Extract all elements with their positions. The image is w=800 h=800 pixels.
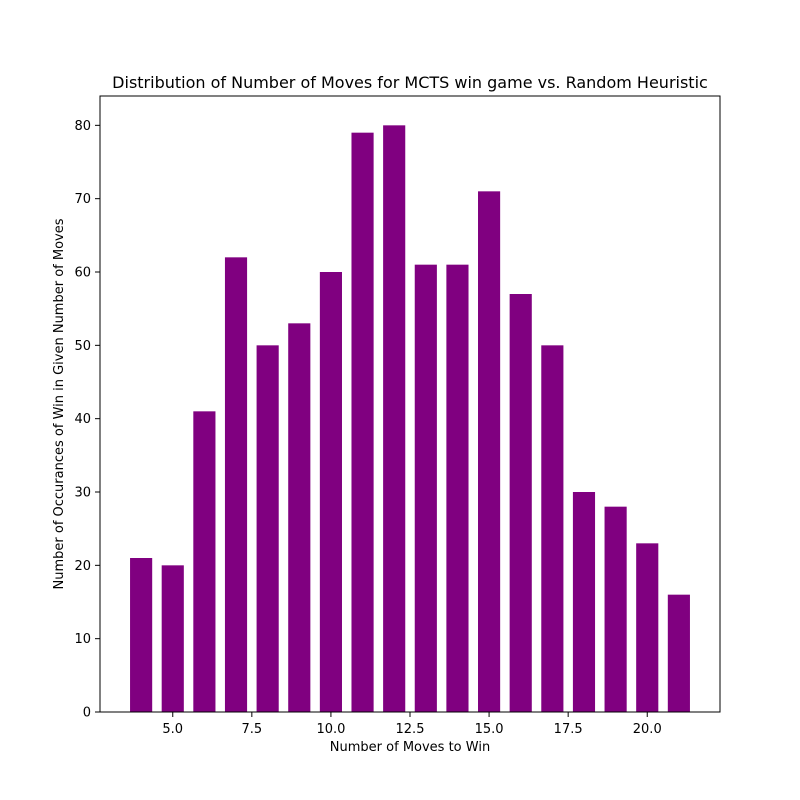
bar-9 — [288, 323, 311, 712]
y-axis-title: Number of Occurances of Win in Given Num… — [52, 218, 67, 589]
y-tick-label: 30 — [74, 486, 91, 501]
y-tick-label: 80 — [74, 119, 91, 134]
bar-4 — [130, 558, 153, 712]
y-tick-label: 70 — [74, 192, 91, 207]
x-axis-ticks: 5.0 7.5 10.0 12.5 15.0 17.5 20.0 — [162, 712, 662, 737]
bar-10 — [319, 272, 342, 712]
bar-5 — [161, 565, 184, 712]
x-tick-label: 15.0 — [475, 722, 504, 737]
bar-14 — [446, 264, 469, 712]
x-tick-label: 12.5 — [396, 722, 425, 737]
x-tick-label: 10.0 — [316, 722, 345, 737]
bar-7 — [224, 257, 248, 712]
bar-17 — [541, 345, 564, 712]
bar-11 — [351, 132, 374, 712]
bar-13 — [414, 264, 437, 712]
bar-8 — [256, 345, 279, 712]
y-tick-label: 40 — [74, 412, 91, 427]
x-tick-label: 5.0 — [162, 722, 183, 737]
bar-15 — [478, 191, 501, 713]
bar-12 — [383, 125, 406, 713]
y-tick-label: 0 — [83, 706, 91, 721]
x-axis-title: Number of Moves to Win — [330, 740, 490, 755]
bar-21 — [667, 594, 690, 712]
bars-group — [130, 125, 690, 713]
x-tick-label: 17.5 — [554, 722, 583, 737]
y-tick-label: 50 — [74, 339, 91, 354]
y-tick-label: 20 — [74, 559, 91, 574]
bar-19 — [604, 506, 627, 712]
x-tick-label: 7.5 — [241, 722, 262, 737]
y-axis-ticks: 0 10 20 30 40 50 60 70 80 — [74, 119, 100, 721]
y-tick-label: 60 — [74, 266, 91, 281]
bar-18 — [572, 492, 596, 712]
x-tick-label: 20.0 — [633, 722, 662, 737]
chart-title: Distribution of Number of Moves for MCTS… — [112, 73, 708, 92]
bar-6 — [193, 411, 216, 712]
y-tick-label: 10 — [74, 632, 91, 647]
bar-20 — [636, 543, 659, 712]
bar-16 — [509, 294, 532, 712]
